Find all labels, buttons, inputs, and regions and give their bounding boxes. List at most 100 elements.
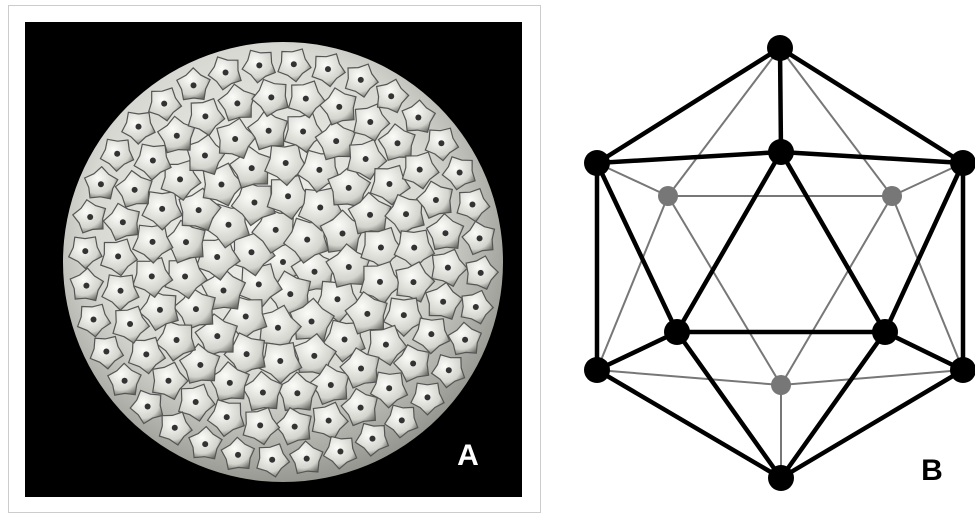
capsomer-hole [433,197,439,203]
vertex [658,186,678,206]
capsomer-hole [143,351,149,357]
edge [597,370,781,478]
capsomer-hole [378,244,384,250]
edge [668,48,780,196]
capsomer-hole [275,325,281,331]
vertex [584,150,610,176]
capsomer-hole [388,93,394,99]
edge [677,152,781,332]
capsomer-hole [326,418,332,424]
capsomer-hole [174,337,180,343]
capsomer-hole [342,337,348,343]
edge [781,370,963,385]
capsomer-hole [224,414,230,420]
edge [885,332,963,370]
capsomer-hole [410,360,416,366]
capsomer-hole [202,153,208,159]
capsomer-hole [358,77,364,83]
capsomer-hole [317,205,323,211]
capsomer-hole [202,441,208,447]
capsomer-hole [260,389,266,395]
page: A B (() => { const data = JSON.parse(doc… [0,0,975,514]
figure: A B [0,0,975,514]
capsomer-hole [249,165,255,171]
vertex [872,319,898,345]
capsomer-hole [226,222,232,228]
capsomer-hole [235,452,241,458]
capsomer-hole [325,66,331,72]
capsomer-hole [277,358,283,364]
capsomer-hole [337,448,343,454]
vertex [768,139,794,165]
panel-label: A [457,439,479,472]
capsomer-hole [334,296,340,302]
panel-a: A [9,6,541,513]
capsomer-hole [268,94,274,100]
vertex [950,357,975,383]
capsomer-hole [177,176,183,182]
capsomer-hole [340,230,346,236]
edge [781,196,892,385]
capsomer-hole [294,390,300,396]
capsomer-hole [273,227,279,233]
capsomer-hole [336,104,342,110]
capsomer-hole [473,304,479,310]
capsomer-hole [304,237,310,243]
capsomer-hole [251,199,257,205]
capsomer-hole [445,265,451,271]
capsomer-hole [136,124,142,130]
vertex [768,465,794,491]
capsomer-hole [214,254,220,260]
capsomer-hole [478,270,484,276]
capsomer-hole [122,378,128,384]
capsomer-hole [346,185,352,191]
capsomer-hole [395,140,401,146]
vertex [767,35,793,61]
capsomer-hole [312,269,318,275]
edge [780,48,892,196]
capsomer-hole [172,425,178,431]
capsomer-hole [182,274,188,280]
capsomer-hole [285,193,291,199]
capsomer-hole [383,342,389,348]
capsomer-hole [442,230,448,236]
capsomer-hole [214,333,220,339]
panel-label: B [921,454,943,487]
edge [780,48,963,163]
capsomer-hole [462,337,468,343]
capsomer-hole [223,70,229,76]
capsomer-hole [280,259,286,265]
capsomer-hole [438,140,444,146]
capsomer-hole [118,288,124,294]
capsomer-hole [300,129,306,135]
capsomer-hole [304,456,310,462]
edge [677,332,781,478]
capsomer-hole [269,457,275,463]
capsomer-hole [446,367,452,373]
capsomer-hole [367,212,373,218]
capsomer-hole [346,264,352,270]
capsomer-hole [403,211,409,217]
capsomer-hole [364,311,370,317]
capsomer-hole [386,385,392,391]
capsomer-hole [244,351,250,357]
panel-b: B [584,35,975,491]
capsomer-hole [411,245,417,251]
vertex [950,150,975,176]
capsomer-hole [417,167,423,173]
capsomer-hole [115,253,121,259]
capsomer-hole [358,405,364,411]
capsomer-hole [161,101,167,107]
capsomer-hole [193,306,199,312]
capsomer-hole [457,170,463,176]
capsomer-hole [410,279,416,285]
edge [668,196,781,385]
capsomer-hole [149,273,155,279]
vertex [882,186,902,206]
edge [597,370,781,385]
capsomer-hole [399,417,405,423]
capsomer-hole [428,331,434,337]
capsomer-hole [82,248,88,254]
capsomer-hole [333,138,339,144]
vertex [584,357,610,383]
